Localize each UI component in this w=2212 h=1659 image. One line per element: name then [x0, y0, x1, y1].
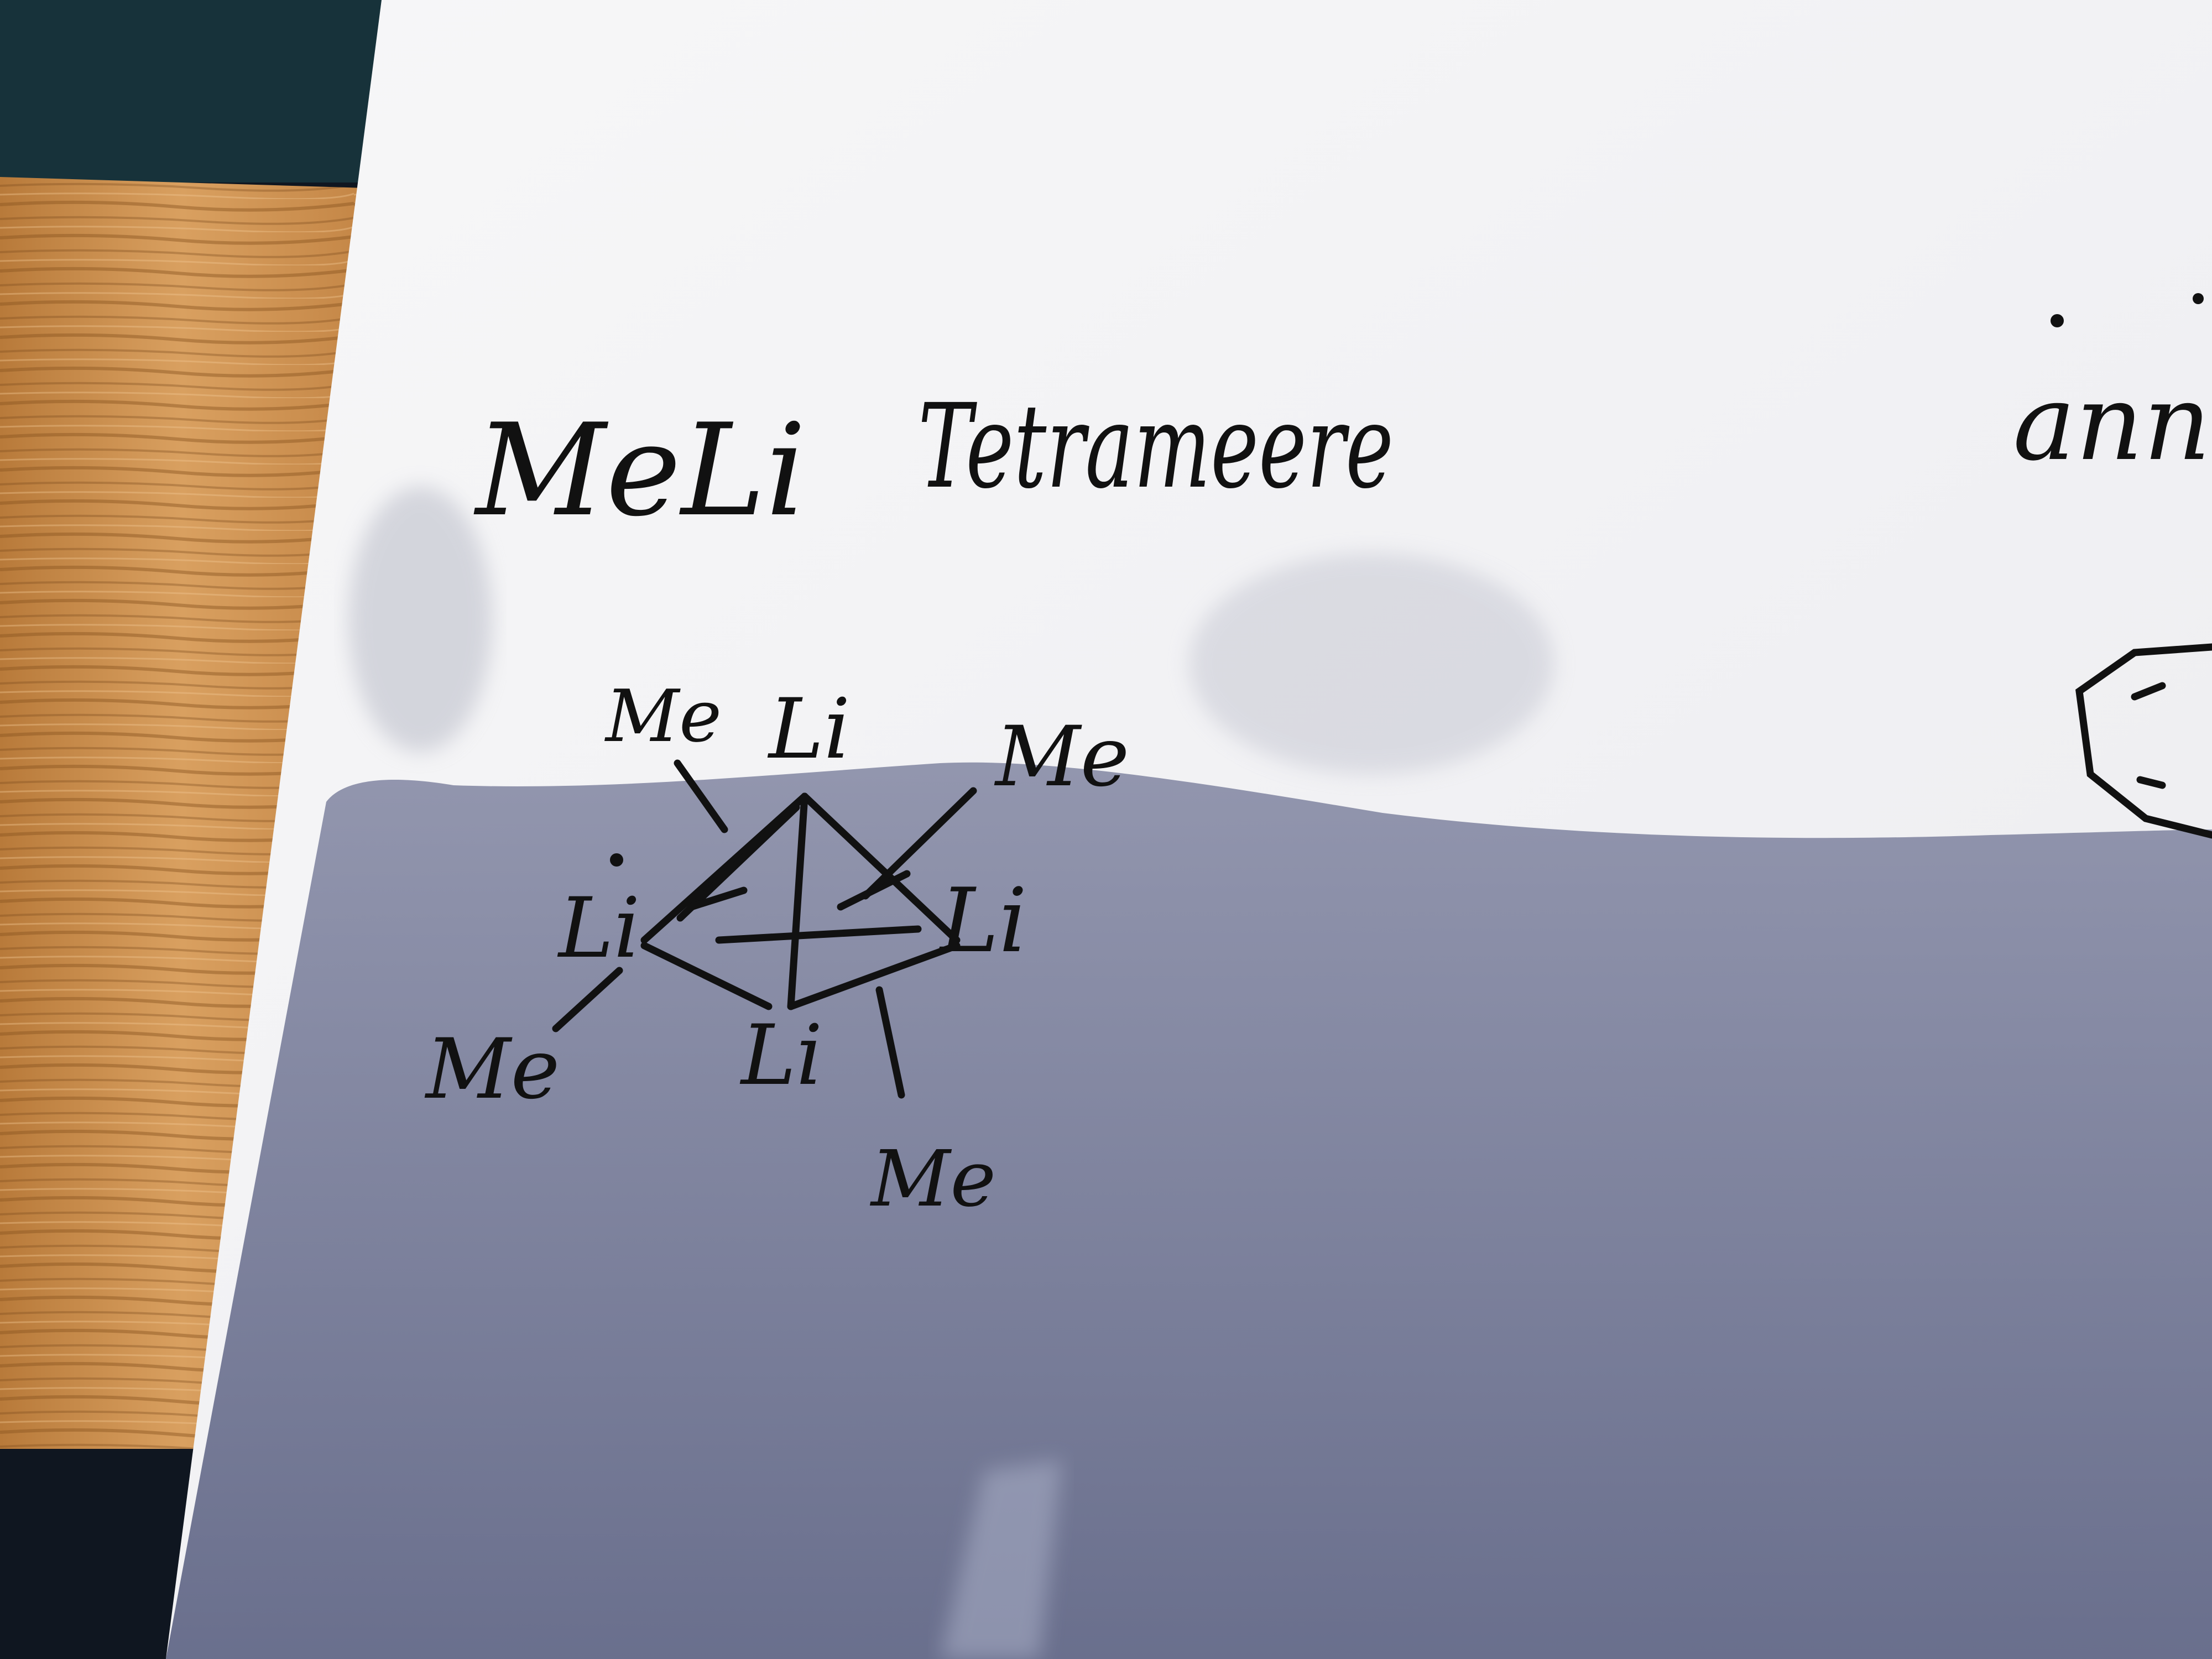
heading-formula: MeLi	[473, 397, 806, 545]
me-label: Me	[869, 1134, 996, 1224]
shadow-blob	[348, 487, 492, 752]
me-label: Me	[994, 709, 1129, 805]
wooden-table	[0, 177, 365, 1449]
me-label: Me	[424, 1021, 560, 1118]
cut-off-word: ann	[2013, 362, 2211, 484]
li-label: Li	[557, 880, 640, 977]
shadow-blob	[1189, 553, 1554, 774]
ink-dot	[2051, 314, 2064, 327]
li-label: Li	[767, 681, 851, 778]
ink-dot	[2193, 293, 2204, 304]
li-label: Li	[938, 869, 1027, 972]
tetramer-structure	[552, 759, 977, 1099]
heading-word: Tetrameere	[918, 379, 1394, 514]
partial-ring-sketch	[2075, 643, 2212, 839]
li-label: Li	[739, 1008, 823, 1104]
ink-dot	[610, 853, 623, 867]
dark-fabric	[0, 0, 387, 182]
light-reflection	[940, 1460, 1062, 1659]
me-label: Me	[604, 674, 722, 758]
shadow-area	[166, 762, 2212, 1659]
